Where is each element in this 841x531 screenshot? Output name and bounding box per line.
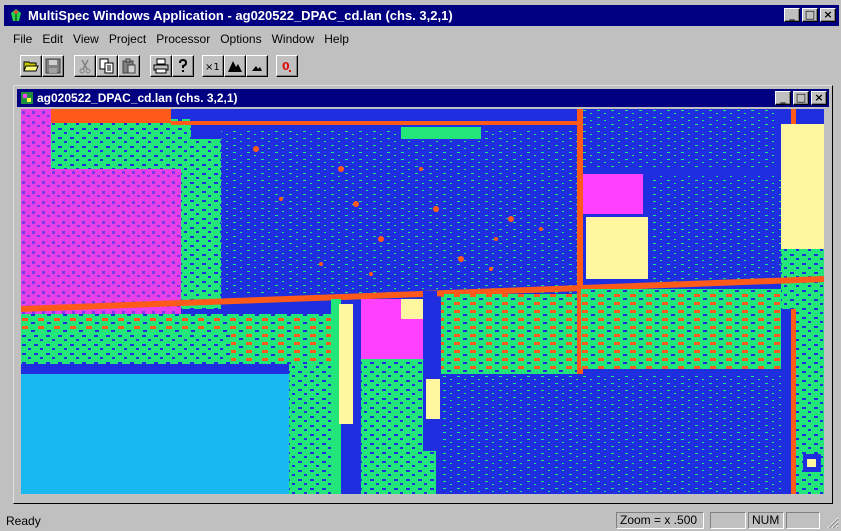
paste-icon: [122, 58, 136, 74]
svg-text:0: 0: [282, 60, 290, 73]
multispectral-image-view[interactable]: [21, 109, 824, 494]
image-close-button[interactable]: ×: [811, 91, 827, 105]
menu-view[interactable]: View: [73, 32, 99, 46]
maximize-icon: □: [795, 91, 807, 104]
menu-window[interactable]: Window: [271, 32, 315, 46]
status-ready-text: Ready: [6, 514, 41, 528]
image-window-title: ag020522_DPAC_cd.lan (chs. 3,2,1): [37, 91, 238, 105]
image-maximize-button[interactable]: □: [793, 91, 809, 105]
cut-button[interactable]: [74, 55, 96, 77]
open-icon: [23, 61, 39, 72]
zoom-x1-icon: ×1: [205, 62, 220, 73]
copy-button[interactable]: [96, 55, 118, 77]
window-caption-buttons: _ □ ×: [782, 8, 836, 22]
open-button[interactable]: [20, 55, 42, 77]
menu-edit[interactable]: Edit: [42, 32, 64, 46]
zoom-out-icon: [252, 66, 262, 71]
menu-options[interactable]: Options: [220, 32, 262, 46]
minimize-button[interactable]: _: [784, 8, 800, 22]
zoom-in-icon: [228, 61, 242, 72]
minimize-icon: _: [780, 91, 786, 104]
maximize-icon: □: [804, 8, 816, 21]
menu-file[interactable]: File: [13, 32, 33, 46]
zoom-status: Zoom = x .500: [616, 512, 704, 529]
menu-help[interactable]: Help: [324, 32, 349, 46]
zoom-x1-button[interactable]: ×1: [202, 55, 224, 77]
minimize-icon: _: [789, 8, 795, 21]
empty-status-pane: [710, 512, 746, 529]
classified-field-image: [21, 109, 824, 494]
svg-text:×1: ×1: [205, 62, 220, 73]
image-window-icon: [21, 92, 33, 104]
copy-icon: [99, 58, 114, 74]
overlay-button[interactable]: 0: [276, 55, 298, 77]
status-bar: Ready Zoom = x .500 NUM: [0, 509, 841, 531]
close-button[interactable]: ×: [820, 8, 836, 22]
close-icon: ×: [814, 91, 824, 104]
help-button[interactable]: [172, 55, 194, 77]
save-icon: [45, 58, 61, 74]
print-button[interactable]: [150, 55, 172, 77]
toolbar: ×1 0: [4, 53, 837, 81]
menu-processor[interactable]: Processor: [156, 32, 211, 46]
overlay-icon: 0: [282, 60, 291, 73]
menu-project[interactable]: Project: [108, 32, 147, 46]
zoom-out-button[interactable]: [246, 55, 268, 77]
resize-grip-icon[interactable]: [825, 515, 839, 529]
close-icon: ×: [823, 8, 833, 21]
menu-bar: File Edit View Project Processor Options…: [8, 30, 354, 48]
cut-icon: [79, 59, 91, 74]
image-window-caption-buttons: _ □ ×: [773, 91, 827, 105]
image-window: ag020522_DPAC_cd.lan (chs. 3,2,1) _ □ ×: [13, 85, 833, 504]
save-button[interactable]: [42, 55, 64, 77]
image-window-title-bar[interactable]: ag020522_DPAC_cd.lan (chs. 3,2,1) _ □ ×: [17, 89, 829, 107]
maximize-button[interactable]: □: [802, 8, 818, 22]
zoom-in-button[interactable]: [224, 55, 246, 77]
window-title: MultiSpec Windows Application - ag020522…: [28, 8, 453, 23]
help-icon: [179, 58, 188, 72]
multispec-app-icon: [11, 8, 21, 21]
num-lock-status: NUM: [748, 512, 784, 529]
paste-button[interactable]: [118, 55, 140, 77]
scroll-lock-status: [786, 512, 820, 529]
image-minimize-button[interactable]: _: [775, 91, 791, 105]
print-icon: [153, 58, 169, 74]
title-bar[interactable]: MultiSpec Windows Application - ag020522…: [4, 5, 839, 26]
